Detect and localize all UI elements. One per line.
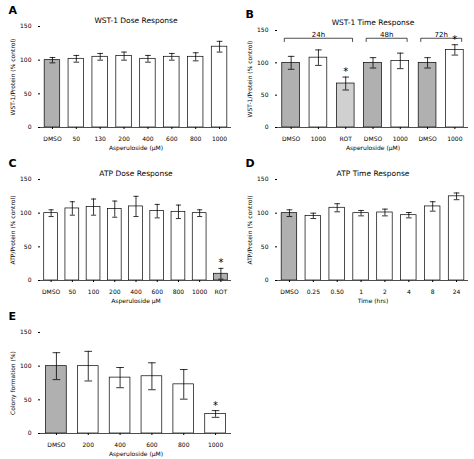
svg-text:200: 200	[109, 288, 121, 295]
svg-text:200: 200	[118, 135, 130, 142]
svg-text:ATP Dose Response: ATP Dose Response	[99, 169, 173, 178]
svg-text:0.50: 0.50	[331, 288, 345, 295]
svg-text:WST-1/Protein (% control): WST-1/Protein (% control)	[9, 39, 16, 116]
svg-text:B: B	[246, 8, 254, 21]
svg-text:1000: 1000	[192, 288, 207, 295]
svg-text:150: 150	[20, 175, 32, 182]
svg-text:0: 0	[28, 276, 32, 283]
svg-text:DMSO: DMSO	[42, 288, 61, 295]
svg-text:24: 24	[453, 288, 461, 295]
svg-text:50: 50	[24, 396, 32, 403]
svg-text:1000: 1000	[447, 135, 462, 142]
svg-text:DMSO: DMSO	[47, 441, 66, 448]
svg-text:400: 400	[142, 135, 154, 142]
svg-text:Colony formation (%): Colony formation (%)	[9, 351, 17, 415]
svg-text:0: 0	[265, 123, 269, 130]
svg-text:200: 200	[83, 441, 95, 448]
svg-text:*: *	[213, 400, 218, 411]
svg-text:50: 50	[261, 91, 269, 98]
svg-text:ATP Time Response: ATP Time Response	[337, 169, 410, 178]
svg-text:1000: 1000	[393, 135, 408, 142]
svg-text:*: *	[218, 257, 223, 268]
svg-text:ATP/Protein (% control): ATP/Protein (% control)	[246, 196, 253, 265]
svg-text:DMSO: DMSO	[364, 135, 383, 142]
svg-text:D: D	[246, 157, 255, 170]
svg-text:1000: 1000	[208, 441, 223, 448]
svg-text:DMSO: DMSO	[418, 135, 437, 142]
svg-text:1: 1	[359, 288, 363, 295]
svg-text:*: *	[452, 34, 457, 45]
svg-text:400: 400	[130, 288, 142, 295]
svg-text:800: 800	[173, 288, 185, 295]
svg-text:WST-1 Dose Response: WST-1 Dose Response	[94, 16, 178, 25]
svg-text:50: 50	[69, 288, 77, 295]
svg-text:1000: 1000	[212, 135, 227, 142]
svg-text:150: 150	[257, 175, 269, 182]
svg-text:600: 600	[166, 135, 178, 142]
svg-text:0: 0	[28, 429, 32, 436]
svg-text:8: 8	[431, 288, 435, 295]
svg-text:ATP/Protein (% control): ATP/Protein (% control)	[9, 196, 16, 265]
svg-text:ROT: ROT	[215, 288, 228, 295]
svg-text:48h: 48h	[380, 31, 393, 39]
svg-text:WST-1 Time Response: WST-1 Time Response	[332, 18, 415, 27]
svg-text:400: 400	[114, 441, 126, 448]
svg-text:50: 50	[72, 135, 80, 142]
svg-text:WST-1/Protein (% control): WST-1/Protein (% control)	[246, 41, 253, 118]
svg-text:DMSO: DMSO	[43, 135, 62, 142]
svg-text:100: 100	[257, 59, 269, 66]
svg-text:E: E	[9, 310, 17, 323]
svg-text:C: C	[9, 157, 17, 170]
svg-text:72h: 72h	[435, 31, 448, 39]
svg-text:130: 130	[94, 135, 106, 142]
svg-text:150: 150	[20, 22, 32, 29]
svg-text:600: 600	[146, 441, 158, 448]
svg-text:0: 0	[265, 276, 269, 283]
svg-text:0.25: 0.25	[307, 288, 321, 295]
svg-text:100: 100	[20, 209, 32, 216]
svg-text:4: 4	[407, 288, 411, 295]
svg-text:1000: 1000	[311, 135, 326, 142]
svg-text:800: 800	[178, 441, 190, 448]
svg-text:50: 50	[24, 90, 32, 97]
svg-text:2: 2	[383, 288, 387, 295]
svg-text:150: 150	[20, 328, 32, 335]
svg-text:Time (hrs): Time (hrs)	[357, 297, 389, 304]
svg-text:50: 50	[261, 243, 269, 250]
svg-text:100: 100	[88, 288, 100, 295]
svg-text:100: 100	[20, 362, 32, 369]
svg-text:Asperuloside (μM): Asperuloside (μM)	[109, 144, 163, 152]
svg-text:Asperuloside μM: Asperuloside μM	[111, 297, 161, 305]
svg-text:100: 100	[257, 209, 269, 216]
svg-text:600: 600	[151, 288, 163, 295]
svg-text:100: 100	[20, 56, 32, 63]
svg-text:24h: 24h	[312, 31, 325, 39]
svg-text:150: 150	[257, 26, 269, 33]
svg-text:800: 800	[190, 135, 202, 142]
svg-text:*: *	[343, 66, 348, 77]
svg-text:Asperuloside (μM): Asperuloside (μM)	[346, 144, 400, 152]
svg-text:ROT: ROT	[339, 135, 352, 142]
svg-text:0: 0	[28, 123, 32, 130]
svg-text:DMSO: DMSO	[280, 288, 299, 295]
svg-text:50: 50	[24, 243, 32, 250]
svg-text:Asperuloside (μM): Asperuloside (μM)	[109, 450, 163, 458]
svg-text:DMSO: DMSO	[282, 135, 301, 142]
svg-text:A: A	[9, 4, 18, 17]
